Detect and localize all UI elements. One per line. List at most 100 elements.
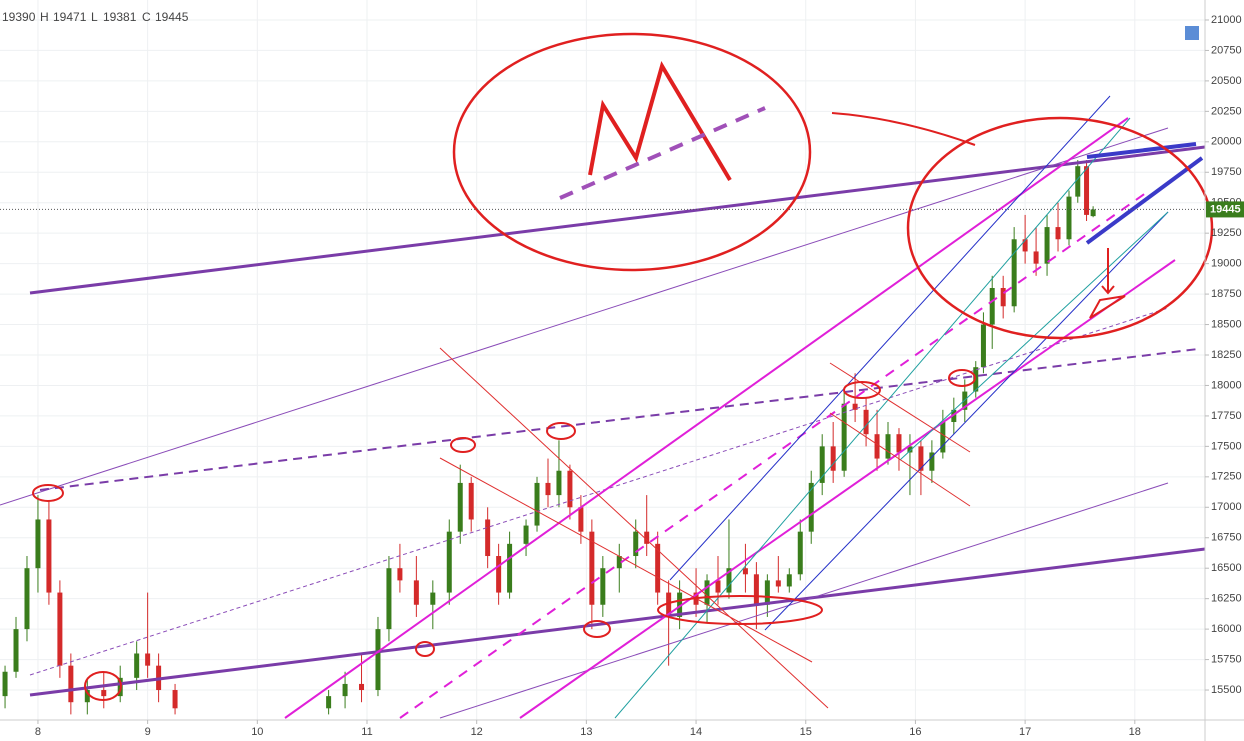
fan-line — [614, 117, 1131, 719]
candle-body — [485, 519, 491, 557]
y-tick-label: 16500 — [1211, 562, 1242, 574]
highlight-circle — [452, 32, 812, 272]
candle-body — [134, 653, 140, 678]
y-tick-label: 20750 — [1211, 44, 1242, 56]
pivot-mark — [84, 671, 122, 701]
candle-body — [1011, 239, 1017, 307]
y-tick-label: 16250 — [1211, 593, 1242, 605]
candle-body — [797, 531, 803, 575]
candle-body — [989, 288, 995, 325]
candle-body — [929, 452, 935, 471]
candle-body — [726, 568, 732, 593]
y-tick-label: 17000 — [1211, 501, 1242, 513]
candle-body — [507, 543, 513, 593]
candle-body — [1033, 251, 1039, 264]
m-pattern — [588, 60, 732, 182]
candles — [2, 160, 1096, 715]
candle-body — [446, 531, 452, 593]
x-tick-label: 9 — [145, 726, 151, 738]
x-tick-label: 17 — [1019, 726, 1031, 738]
pivot-mark — [843, 381, 881, 399]
ohlc-header: 19390 H 19471 L 19381 C 19445 — [2, 10, 189, 24]
candle-body — [808, 482, 814, 532]
candle-body — [545, 482, 551, 496]
x-tick-label: 14 — [690, 726, 702, 738]
y-tick-label: 17500 — [1211, 440, 1242, 452]
y-tick-label: 20000 — [1211, 136, 1242, 148]
candle-body — [57, 592, 63, 666]
candle-body — [830, 446, 836, 471]
y-tick-label: 20500 — [1211, 75, 1242, 87]
candle-body — [980, 324, 986, 368]
candle-body — [578, 507, 584, 532]
candle-body — [918, 446, 924, 471]
y-tick-label: 21000 — [1211, 14, 1242, 26]
channel-line — [519, 259, 1176, 719]
candle-body — [704, 580, 710, 605]
candle-body — [633, 531, 639, 557]
blue-marker — [1085, 156, 1204, 245]
candle-body — [326, 696, 332, 709]
candle-body — [172, 690, 178, 709]
x-tick-label: 11 — [361, 726, 372, 738]
candle-body — [68, 665, 74, 703]
candle-body — [764, 580, 770, 605]
highlight-circle — [906, 116, 1214, 340]
candle-body — [13, 629, 19, 672]
y-tick-label: 16750 — [1211, 532, 1242, 544]
candle-body — [600, 568, 606, 605]
candle-body — [342, 683, 348, 697]
candle-body — [397, 568, 403, 581]
candle-body — [753, 574, 759, 605]
drawings — [0, 32, 1214, 719]
candle-body — [1084, 166, 1090, 215]
candle-body — [666, 592, 672, 617]
candle-body — [523, 525, 529, 544]
candle-body — [896, 434, 902, 453]
x-tick-label: 13 — [580, 726, 592, 738]
pivot-mark — [657, 595, 823, 625]
pivot-mark — [546, 422, 576, 440]
dashed-line — [29, 307, 1169, 676]
candle-body — [907, 446, 913, 453]
trend-line — [29, 145, 1206, 295]
candle-body — [655, 543, 661, 593]
candle-body — [1044, 227, 1050, 264]
candle-body — [413, 580, 419, 605]
scale-button[interactable] — [1185, 26, 1199, 40]
grid — [0, 0, 1205, 720]
candle-body — [556, 470, 562, 496]
candle-body — [644, 531, 650, 544]
candle-body — [940, 422, 946, 453]
pivot-mark — [32, 484, 64, 502]
candle-body — [786, 574, 792, 587]
last-price-label: 19445 — [1210, 203, 1241, 215]
candle-body — [46, 519, 52, 593]
x-tick-label: 12 — [471, 726, 483, 738]
candle-body — [742, 568, 748, 575]
pivot-mark — [948, 369, 976, 387]
trend-line — [0, 127, 1169, 506]
candle-body — [375, 629, 381, 691]
candle-body — [1075, 166, 1081, 197]
trend-line — [29, 547, 1206, 697]
candle-body — [819, 446, 825, 483]
candle-body — [496, 556, 502, 593]
high-value: 19471 — [53, 10, 87, 24]
candle-body — [715, 580, 721, 593]
candle-body — [775, 580, 781, 587]
channel-line — [399, 189, 1151, 719]
y-tick-label: 19750 — [1211, 166, 1242, 178]
arrow — [831, 112, 976, 146]
candle-body — [359, 683, 365, 691]
low-value: 19381 — [103, 10, 137, 24]
y-tick-label: 18000 — [1211, 379, 1242, 391]
x-tick-label: 16 — [909, 726, 921, 738]
pivot-mark — [583, 620, 611, 638]
pivot-mark — [415, 641, 435, 657]
candle-body — [1000, 288, 1006, 307]
candle-body — [457, 482, 463, 532]
blue-marker — [1086, 142, 1197, 159]
